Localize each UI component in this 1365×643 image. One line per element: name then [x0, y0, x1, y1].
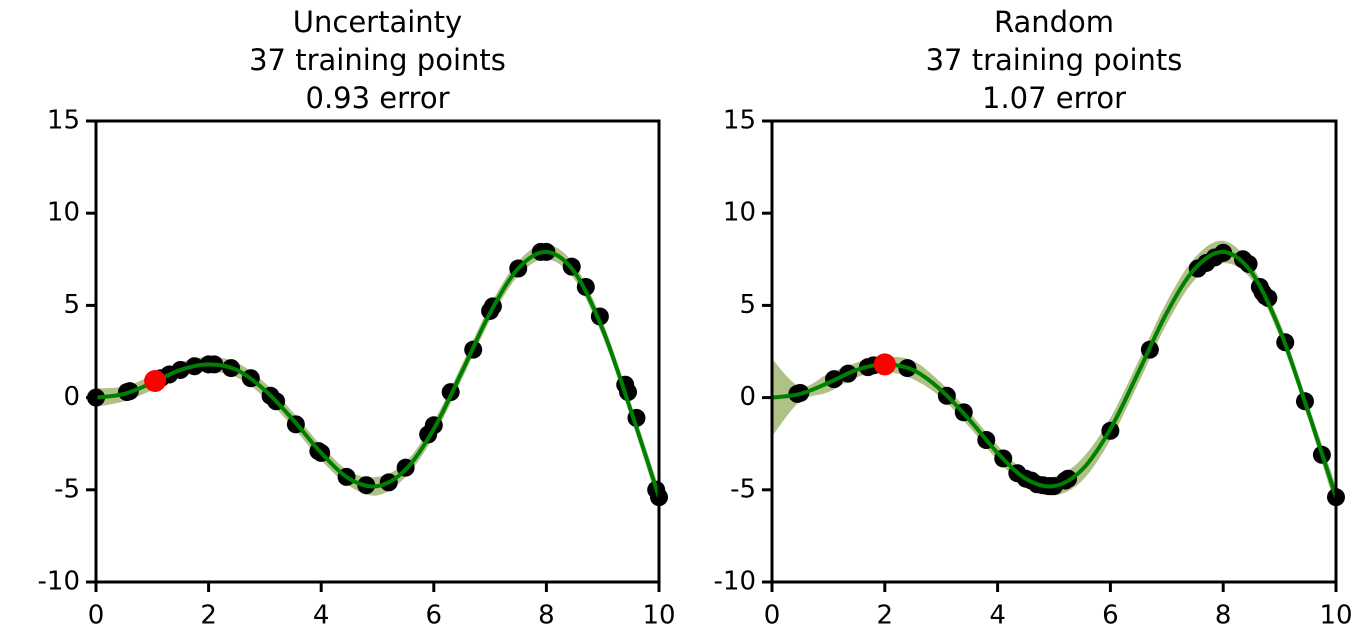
y-tick-label: 10	[723, 198, 756, 228]
axes-frame	[94, 119, 661, 584]
y-tick-label: -5	[730, 474, 756, 504]
y-tick-label: -5	[54, 474, 80, 504]
chart-title: Uncertainty	[293, 5, 462, 39]
chart-subtitle: 37 training points	[249, 43, 506, 77]
y-tick-label: 10	[47, 198, 80, 228]
y-tick-label: 15	[47, 106, 80, 136]
y-tick-label: -10	[38, 567, 80, 597]
chart-subtitle: 37 training points	[926, 43, 1183, 77]
chart-annotation: 0.93 error	[306, 81, 450, 115]
training-point	[1239, 254, 1258, 273]
y-tick-label: 5	[739, 290, 756, 320]
x-tick-label: 2	[200, 601, 217, 631]
query-point	[873, 353, 896, 376]
query-point	[144, 370, 167, 393]
y-tick-label: 5	[63, 290, 80, 320]
y-tick-label: 0	[739, 382, 756, 412]
mean-line	[771, 249, 1338, 498]
x-tick-label: 4	[313, 601, 330, 631]
mean-line	[95, 249, 661, 498]
x-tick-label: 10	[642, 601, 675, 631]
x-tick-label: 6	[426, 601, 443, 631]
x-tick-label: 0	[88, 601, 105, 631]
x-tick-label: 0	[764, 601, 781, 631]
axes-frame	[770, 119, 1338, 584]
y-tick-label: 0	[63, 382, 80, 412]
chart-annotation: 1.07 error	[982, 81, 1126, 115]
x-tick-label: 2	[877, 601, 894, 631]
x-tick-label: 8	[538, 601, 555, 631]
x-tick-label: 4	[989, 601, 1006, 631]
y-tick-label: -10	[714, 567, 756, 597]
x-tick-label: 8	[1215, 601, 1232, 631]
x-tick-label: 10	[1319, 601, 1352, 631]
x-tick-label: 6	[1102, 601, 1119, 631]
chart-title: Random	[994, 5, 1114, 39]
y-tick-label: 15	[723, 106, 756, 136]
